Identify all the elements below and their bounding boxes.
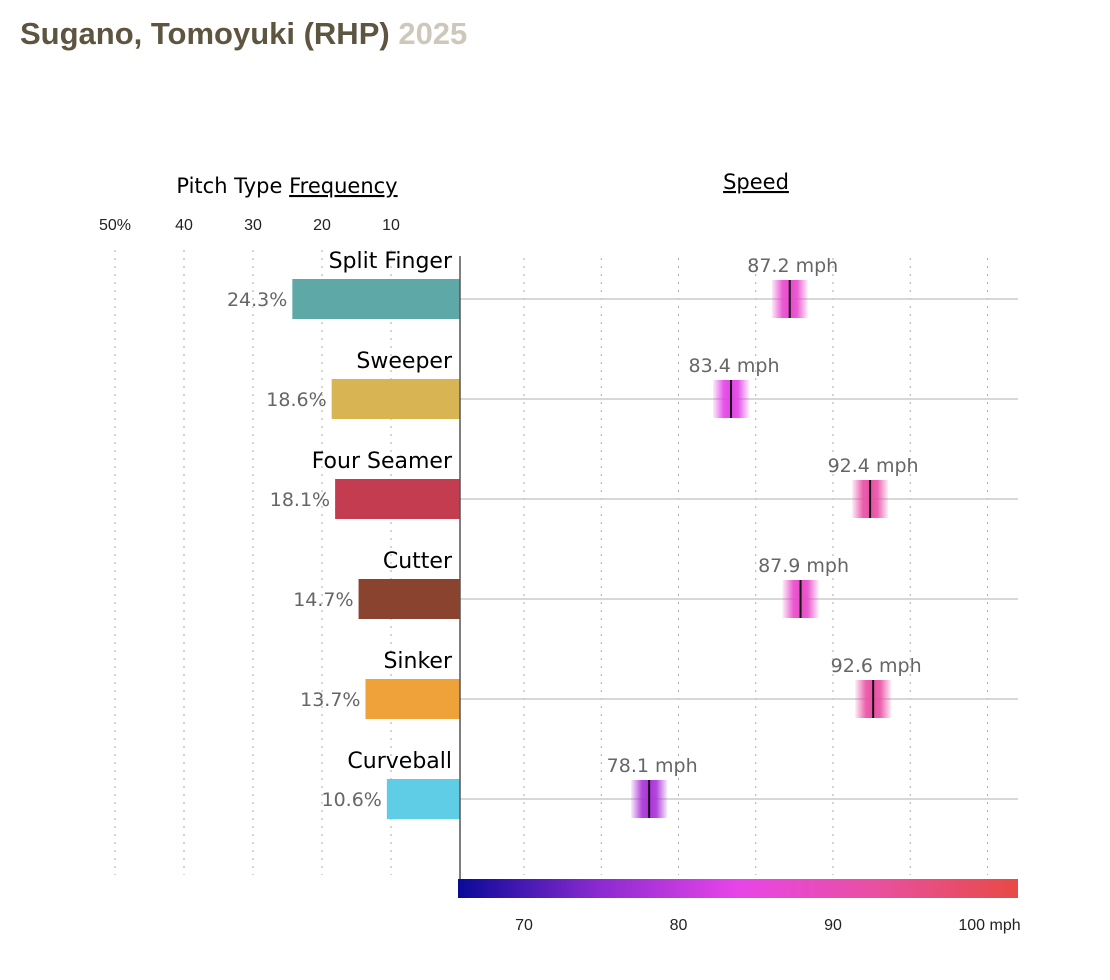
frequency-value-label: 14.7% [293, 589, 353, 611]
frequency-tick-label: 30 [244, 217, 262, 234]
page-title: Sugano, Tomoyuki (RHP) 2025 [20, 16, 467, 52]
pitch-row: Four Seamer 18.1% 92.4 mph [270, 449, 1018, 519]
frequency-tick-label: 20 [313, 217, 331, 234]
pitch-type-label: Split Finger [329, 249, 453, 274]
pitch-type-label: Curveball [347, 749, 452, 774]
frequency-tick-label: 50% [99, 217, 131, 234]
pitch-type-label: Sweeper [356, 349, 453, 374]
season-year: 2025 [398, 16, 468, 51]
frequency-bar[interactable] [365, 679, 460, 719]
pitch-type-label: Cutter [383, 549, 453, 574]
pitch-row: Sweeper 18.6% 83.4 mph [266, 349, 1018, 419]
frequency-bar[interactable] [386, 779, 460, 819]
pitcher-name: Sugano, Tomoyuki (RHP) [20, 16, 390, 51]
speed-value-label: 92.4 mph [828, 455, 919, 477]
speed-value-label: 87.9 mph [758, 555, 849, 577]
speed-tick-label: 80 [670, 917, 688, 934]
frequency-value-label: 13.7% [300, 689, 360, 711]
pitch-row: Split Finger 24.3% 87.2 mph [227, 249, 1018, 319]
speed-value-label: 92.6 mph [831, 655, 922, 677]
speed-tick-label: 90 [824, 917, 842, 934]
frequency-value-label: 10.6% [322, 789, 382, 811]
frequency-value-label: 24.3% [227, 289, 287, 311]
pitch-row: Sinker 13.7% 92.6 mph [300, 649, 1018, 719]
pitch-type-label: Four Seamer [312, 449, 453, 474]
pitch-row: Curveball 10.6% 78.1 mph [322, 749, 1018, 819]
speed-tick-label: 100 mph [958, 917, 1020, 934]
speed-color-scale [458, 879, 1018, 898]
frequency-link[interactable]: Frequency [289, 174, 398, 198]
frequency-bar[interactable] [331, 379, 460, 419]
speed-value-label: 87.2 mph [747, 255, 838, 277]
frequency-value-label: 18.1% [270, 489, 330, 511]
frequency-tick-label: 10 [382, 217, 400, 234]
pitch-row: Cutter 14.7% 87.9 mph [293, 549, 1018, 619]
pitch-type-label: Sinker [383, 649, 453, 674]
frequency-title: Pitch Type Frequency [176, 174, 397, 198]
frequency-value-label: 18.6% [266, 389, 326, 411]
frequency-bar[interactable] [335, 479, 460, 519]
speed-value-label: 78.1 mph [607, 755, 698, 777]
speed-value-label: 83.4 mph [689, 355, 780, 377]
frequency-bar[interactable] [358, 579, 460, 619]
frequency-tick-label: 40 [175, 217, 193, 234]
frequency-bar[interactable] [292, 279, 460, 319]
speed-title[interactable]: Speed [723, 170, 789, 194]
speed-tick-label: 70 [515, 917, 533, 934]
